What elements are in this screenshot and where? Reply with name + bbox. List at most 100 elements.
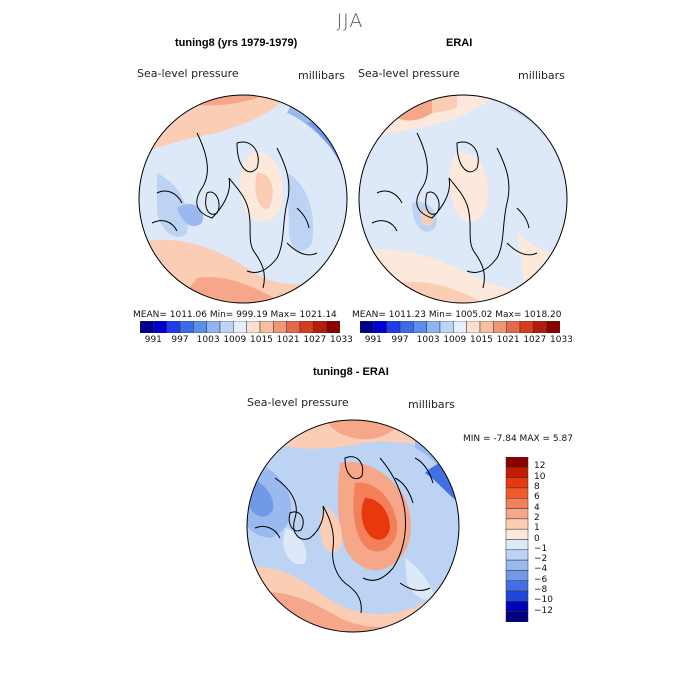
model-colorbar-swatch <box>326 321 340 333</box>
diff-colorbar-tick-label: 4 <box>534 502 540 513</box>
obs-colorbar-tick-label: 1015 <box>470 335 493 345</box>
diff-colorbar-swatch <box>505 559 529 571</box>
obs-stats: MEAN= 1011.23 Min= 1005.02 Max= 1018.20 <box>352 310 562 320</box>
map-boundary <box>358 94 568 304</box>
model-variable-label: Sea-level pressure <box>137 67 239 80</box>
diff-variable-label: Sea-level pressure <box>247 396 349 409</box>
model-colorbar-tick-label: 991 <box>144 335 162 345</box>
diff-slp-map <box>246 419 460 633</box>
diff-colorbar-swatch <box>505 487 529 499</box>
diff-stats: MIN = -7.84 MAX = 5.87 <box>463 434 573 444</box>
diff-colorbar-swatch <box>505 601 529 612</box>
obs-colorbar-swatch <box>426 321 441 333</box>
model-colorbar-tick-label: 1003 <box>196 335 220 345</box>
diff-colorbar-swatch <box>505 477 529 489</box>
diff-colorbar-tick-label: −8 <box>534 585 548 596</box>
model-colorbar-swatch <box>286 321 301 333</box>
diff-colorbar-tick-label: 1 <box>534 523 540 534</box>
diff-colorbar-swatch <box>505 467 529 478</box>
obs-colorbar-swatch <box>360 321 374 333</box>
model-colorbar-tick-label: 1027 <box>303 335 327 345</box>
diff-units-label: millibars <box>408 398 455 411</box>
model-colorbar-swatch <box>233 321 247 333</box>
diff-colorbar-swatch <box>505 570 529 581</box>
obs-colorbar <box>360 321 560 333</box>
map-boundary <box>138 94 348 304</box>
diff-colorbar-tick-label: 12 <box>534 461 546 472</box>
diff-colorbar-swatch <box>505 580 529 592</box>
diff-colorbar-swatch <box>505 498 529 509</box>
model-slp-map <box>138 94 348 304</box>
model-colorbar-tick-label: 1021 <box>276 335 300 345</box>
obs-colorbar-tick-label: 1027 <box>523 335 547 345</box>
obs-panel-title: ERAI <box>446 37 473 49</box>
diff-colorbar-tick-label: 6 <box>534 492 540 503</box>
model-colorbar-tick-label: 1009 <box>223 335 247 345</box>
diff-colorbar-swatch <box>505 590 529 602</box>
obs-colorbar-swatch <box>466 321 481 333</box>
obs-colorbar-tick-label: 1003 <box>416 335 440 345</box>
obs-colorbar-tick-label: 991 <box>364 335 382 345</box>
obs-colorbar-tick-label: 1021 <box>496 335 520 345</box>
diff-colorbar-swatch <box>505 457 529 468</box>
coastlines <box>151 132 318 289</box>
model-colorbar-tick-label: 997 <box>171 335 189 345</box>
diff-colorbar-tick-label: −2 <box>534 554 548 565</box>
obs-colorbar-swatch <box>519 321 534 333</box>
diff-colorbar-tick-label: 0 <box>534 533 540 544</box>
obs-colorbar-tick-label: 1009 <box>443 335 467 345</box>
obs-colorbar-swatch <box>373 321 387 333</box>
model-units-label: millibars <box>298 69 345 82</box>
model-panel-title: tuning8 (yrs 1979-1979) <box>175 37 298 49</box>
diff-colorbar-swatch <box>505 549 529 561</box>
obs-colorbar-swatch <box>399 321 414 333</box>
obs-colorbar-swatch <box>479 321 494 333</box>
model-colorbar-swatch <box>313 321 327 333</box>
diff-colorbar-swatch <box>505 611 529 622</box>
obs-colorbar-swatch <box>533 321 547 333</box>
diff-colorbar-swatch <box>505 539 529 551</box>
model-colorbar-swatch <box>179 321 194 333</box>
model-colorbar-swatch <box>246 321 261 333</box>
diff-colorbar-swatch <box>505 528 529 540</box>
model-colorbar-tick-label: 1015 <box>250 335 273 345</box>
model-colorbar-swatch <box>206 321 221 333</box>
obs-colorbar-swatch <box>453 321 467 333</box>
diff-colorbar-tick-label: 8 <box>534 481 540 492</box>
model-colorbar-swatch <box>273 321 287 333</box>
obs-units-label: millibars <box>518 69 565 82</box>
obs-colorbar-swatch <box>386 321 401 333</box>
map-boundary <box>246 419 460 633</box>
model-colorbar-swatch <box>166 321 181 333</box>
model-colorbar-swatch <box>299 321 314 333</box>
model-stats: MEAN= 1011.06 Min= 999.19 Max= 1021.14 <box>133 310 337 320</box>
obs-colorbar-swatch <box>546 321 560 333</box>
obs-colorbar-swatch <box>506 321 521 333</box>
obs-colorbar-swatch <box>439 321 454 333</box>
coastlines <box>371 132 538 289</box>
obs-variable-label: Sea-level pressure <box>358 67 460 80</box>
diff-colorbar-swatch <box>505 508 529 520</box>
diff-colorbar-tick-label: −10 <box>534 595 553 606</box>
diff-panel-title: tuning8 - ERAI <box>313 366 389 378</box>
diff-colorbar <box>505 457 529 622</box>
obs-colorbar-tick-label: 997 <box>391 335 409 345</box>
coastlines <box>254 456 434 614</box>
model-colorbar-swatch <box>140 321 154 333</box>
model-colorbar-swatch <box>193 321 207 333</box>
model-colorbar-tick-label: 1033 <box>330 335 353 345</box>
diff-colorbar-tick-label: −1 <box>534 543 548 554</box>
diff-colorbar-tick-label: −12 <box>534 605 553 616</box>
model-colorbar-swatch <box>259 321 274 333</box>
diff-colorbar-swatch <box>505 518 529 530</box>
obs-slp-map <box>358 94 568 304</box>
diff-colorbar-tick-label: −4 <box>534 564 548 575</box>
obs-colorbar-tick-label: 1033 <box>550 335 573 345</box>
diff-colorbar-tick-label: 10 <box>534 471 546 482</box>
obs-colorbar-swatch <box>493 321 507 333</box>
model-colorbar-swatch <box>219 321 234 333</box>
model-colorbar <box>140 321 340 333</box>
season-title: JJA <box>336 10 364 32</box>
model-colorbar-swatch <box>153 321 167 333</box>
